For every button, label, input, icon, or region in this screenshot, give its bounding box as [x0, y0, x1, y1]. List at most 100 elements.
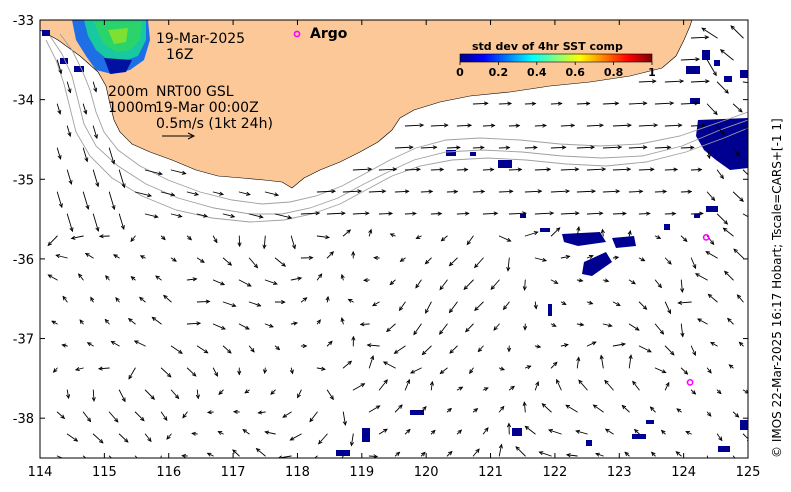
current-vector — [498, 235, 512, 242]
current-vector — [66, 81, 72, 94]
current-vector — [664, 301, 671, 315]
current-vector — [448, 301, 458, 314]
current-vector — [498, 189, 514, 194]
x-tick-label: 119 — [349, 465, 374, 480]
current-vector — [429, 380, 434, 391]
current-vector — [238, 323, 250, 330]
current-vector — [716, 125, 725, 136]
current-vector — [716, 81, 729, 94]
current-vector — [108, 147, 116, 165]
current-vector — [62, 295, 68, 303]
current-vector — [533, 301, 538, 310]
current-vector — [576, 278, 584, 283]
current-vector — [144, 389, 155, 400]
current-vector — [264, 323, 274, 328]
current-vector — [560, 167, 580, 172]
current-vector — [389, 233, 396, 238]
current-vector — [368, 405, 381, 413]
current-vector — [160, 367, 172, 378]
current-vector — [430, 167, 445, 172]
current-vector — [290, 321, 298, 326]
current-vector — [325, 295, 330, 303]
current-vector — [628, 323, 640, 331]
current-vector — [690, 345, 696, 357]
x-tick-label: 125 — [736, 465, 761, 480]
current-vector — [92, 433, 104, 444]
current-vector — [144, 169, 163, 176]
current-vector — [264, 279, 278, 285]
y-tick-label: -36 — [13, 253, 34, 268]
current-vector — [420, 145, 438, 150]
current-vector — [66, 433, 79, 442]
current-vector — [351, 250, 356, 259]
current-vector — [92, 81, 98, 93]
argo-legend-label: Argo — [310, 26, 348, 42]
current-vector — [628, 145, 648, 150]
current-vector — [654, 189, 668, 194]
current-vector — [270, 389, 276, 395]
current-vector — [363, 278, 370, 283]
current-vector — [237, 367, 242, 376]
current-vector — [586, 123, 604, 128]
current-vector — [237, 235, 242, 248]
current-vector — [680, 57, 700, 62]
colorbar-tick-label: 0.8 — [604, 66, 624, 79]
current-vector — [66, 389, 71, 400]
current-vector — [127, 318, 136, 325]
current-vector — [604, 428, 614, 435]
current-vector — [602, 323, 613, 328]
current-vector — [556, 378, 562, 391]
current-vector — [394, 189, 410, 194]
current-vector — [456, 429, 463, 435]
current-vector — [262, 235, 267, 250]
current-vector — [274, 345, 281, 351]
current-vector — [186, 191, 200, 196]
current-vector — [732, 411, 740, 418]
current-vector — [92, 125, 98, 140]
current-vector — [507, 345, 512, 353]
current-vector — [560, 211, 580, 216]
current-vector — [394, 404, 403, 413]
current-vector — [690, 257, 697, 270]
current-vector — [104, 318, 110, 325]
current-vector — [638, 301, 648, 310]
depth-200-label: 200m — [108, 84, 148, 100]
current-vector — [498, 101, 513, 106]
current-vector — [578, 379, 588, 391]
current-vector — [550, 101, 563, 106]
current-vector — [382, 361, 396, 369]
current-vector — [222, 301, 237, 308]
current-vector — [628, 189, 644, 194]
current-vector — [446, 189, 459, 194]
current-vector — [706, 367, 712, 374]
y-tick-label: -38 — [13, 412, 34, 427]
current-vector — [404, 211, 417, 216]
current-vector — [690, 123, 706, 128]
current-vector — [705, 251, 718, 259]
current-vector — [732, 455, 736, 458]
current-vector — [415, 279, 422, 289]
current-vector — [404, 167, 421, 172]
current-vector — [439, 279, 448, 291]
current-vector — [502, 301, 510, 311]
current-vector — [340, 317, 345, 325]
current-vector — [742, 81, 748, 84]
current-vector — [724, 270, 734, 281]
current-vector — [282, 411, 292, 418]
current-vector — [498, 145, 511, 150]
credit-text: © IMOS 22-Mar-2025 16:17 Hobart; Tscale=… — [770, 118, 784, 458]
current-vector — [628, 354, 633, 369]
current-vector — [472, 189, 486, 194]
current-vector — [690, 35, 710, 40]
current-vector — [592, 404, 604, 413]
current-vector — [742, 213, 748, 218]
current-vector — [47, 274, 58, 281]
current-vector — [82, 147, 89, 163]
current-vector — [482, 387, 489, 392]
current-vector — [472, 145, 485, 150]
current-vector — [130, 276, 136, 281]
current-vector — [664, 211, 677, 216]
colorbar-tick-label: 0.2 — [489, 66, 509, 79]
current-vector — [524, 425, 536, 435]
x-tick-label: 122 — [542, 465, 567, 480]
